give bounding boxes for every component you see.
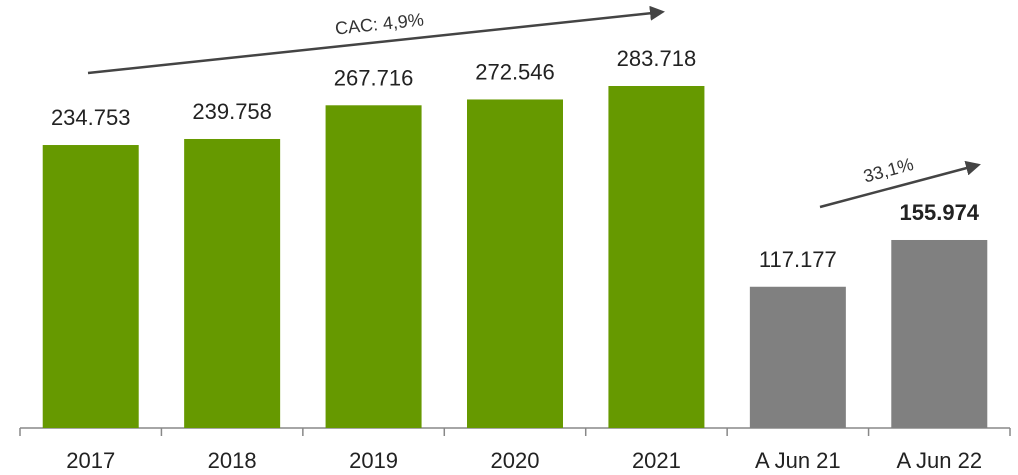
x-tick-label: 2018	[208, 448, 257, 473]
bar	[467, 99, 563, 428]
bar	[608, 86, 705, 428]
trend-arrow	[87, 5, 665, 75]
value-label: 239.758	[192, 99, 272, 124]
annotation: 33,1%	[861, 154, 915, 187]
bar	[42, 145, 139, 428]
x-tick-label: A Jun 22	[896, 448, 982, 473]
x-tick-label: 2020	[491, 448, 540, 473]
value-label: 267.716	[334, 65, 414, 90]
bar	[184, 138, 281, 428]
bar	[749, 286, 846, 428]
annotation: CAC: 4,9%	[334, 9, 425, 38]
bar	[325, 105, 422, 428]
value-label: 283.718	[617, 46, 697, 71]
x-tick-label: 2019	[349, 448, 398, 473]
x-tick-label: 2021	[632, 448, 681, 473]
value-label: 117.177	[759, 247, 837, 272]
value-label: 234.753	[51, 105, 131, 130]
value-label: 155.974	[900, 200, 980, 225]
growth-arrow	[819, 160, 981, 209]
value-label: 272.546	[475, 59, 555, 84]
bar	[891, 239, 988, 428]
x-tick-label: 2017	[66, 448, 115, 473]
x-tick-label: A Jun 21	[755, 448, 841, 473]
